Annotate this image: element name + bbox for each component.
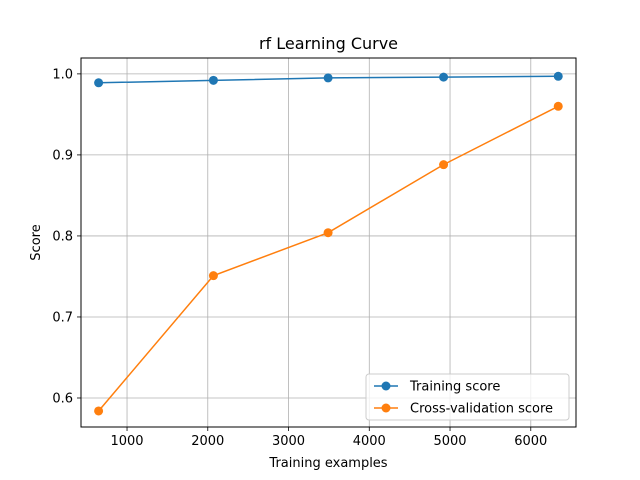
y-tick-label: 0.7 bbox=[52, 310, 73, 325]
data-point bbox=[323, 73, 333, 83]
legend-marker bbox=[381, 403, 391, 413]
axes-frame bbox=[80, 57, 577, 428]
x-tick-label: 4000 bbox=[353, 434, 386, 449]
x-tick-label: 6000 bbox=[514, 434, 547, 449]
data-point bbox=[208, 271, 218, 281]
legend-label: Training score bbox=[409, 380, 500, 395]
data-point bbox=[323, 228, 333, 238]
data-point bbox=[553, 71, 563, 81]
x-tick-label: 3000 bbox=[272, 434, 305, 449]
series-cross-validation bbox=[94, 101, 563, 416]
chart-title: rf Learning Curve bbox=[259, 34, 398, 53]
data-point bbox=[439, 160, 449, 170]
x-axis-label: Training examples bbox=[268, 456, 387, 471]
y-tick-label: 0.8 bbox=[52, 229, 73, 244]
legend-marker bbox=[381, 381, 391, 391]
data-point bbox=[439, 72, 449, 82]
y-axis-label: Score bbox=[29, 224, 44, 260]
x-tick-label: 1000 bbox=[110, 434, 143, 449]
legend: Training score Cross-validation score bbox=[365, 373, 570, 421]
plot-series bbox=[94, 71, 563, 416]
x-tick-label: 5000 bbox=[433, 434, 466, 449]
data-point bbox=[208, 75, 218, 85]
y-tick-label: 1.0 bbox=[52, 67, 73, 82]
data-point bbox=[553, 101, 563, 111]
axis-ticks: 1000 2000 3000 4000 5000 6000 0.6 0.7 0.8 0.9 1.0 bbox=[52, 67, 547, 449]
series-training bbox=[94, 71, 563, 88]
legend-box bbox=[365, 373, 570, 421]
y-tick-label: 0.6 bbox=[52, 391, 73, 406]
y-tick-label: 0.9 bbox=[52, 148, 73, 163]
data-point bbox=[94, 78, 104, 88]
x-tick-label: 2000 bbox=[191, 434, 224, 449]
data-point bbox=[94, 406, 104, 416]
legend-label: Cross-validation score bbox=[410, 402, 553, 417]
